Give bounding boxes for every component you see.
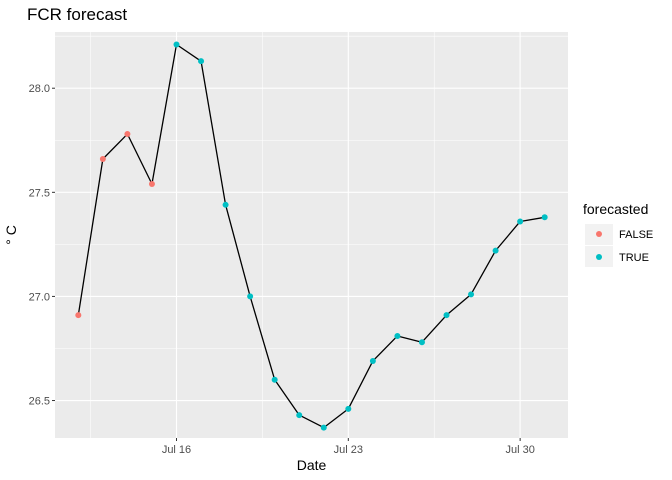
series-line <box>77 43 545 429</box>
data-point <box>418 339 425 346</box>
x-tick-label: Jul 16 <box>162 444 191 456</box>
legend: forecasted FALSE TRUE <box>583 201 653 267</box>
legend-label-true: TRUE <box>619 252 649 264</box>
legend-key-true-dot <box>596 254 602 260</box>
forecast-line <box>77 43 545 429</box>
data-point <box>75 312 82 319</box>
legend-label-false: FALSE <box>619 229 653 241</box>
data-point <box>541 214 548 221</box>
grid <box>55 32 568 438</box>
chart-title: FCR forecast <box>27 5 127 24</box>
y-axis-title: ° C <box>3 225 19 245</box>
x-axis: Jul 16 Jul 23 Jul 30 <box>162 438 535 456</box>
y-axis: 26.5 27.0 27.5 28.0 <box>29 83 55 408</box>
y-tick-label: 27.5 <box>29 187 50 199</box>
y-tick-label: 27.0 <box>29 291 50 303</box>
data-point <box>468 291 475 298</box>
data-point <box>369 357 376 364</box>
data-point <box>247 293 254 300</box>
data-point <box>173 41 180 48</box>
plot-panel <box>55 32 568 438</box>
x-tick-label: Jul 30 <box>505 444 534 456</box>
data-point <box>443 312 450 319</box>
data-point <box>320 424 327 431</box>
data-point <box>99 156 106 163</box>
data-point <box>124 131 131 138</box>
data-point <box>492 247 499 254</box>
data-point <box>394 332 401 339</box>
x-axis-title: Date <box>297 457 327 473</box>
data-point <box>296 412 303 419</box>
legend-title: forecasted <box>583 201 648 217</box>
data-point <box>345 405 352 412</box>
x-tick-label: Jul 23 <box>334 444 363 456</box>
data-point <box>517 218 524 225</box>
y-tick-label: 28.0 <box>29 83 50 95</box>
data-point <box>198 58 205 65</box>
data-point <box>148 180 155 187</box>
legend-key-false-dot <box>596 231 602 237</box>
data-point <box>222 201 229 208</box>
data-points <box>75 41 548 431</box>
data-point <box>271 376 278 383</box>
y-tick-label: 26.5 <box>29 396 50 408</box>
